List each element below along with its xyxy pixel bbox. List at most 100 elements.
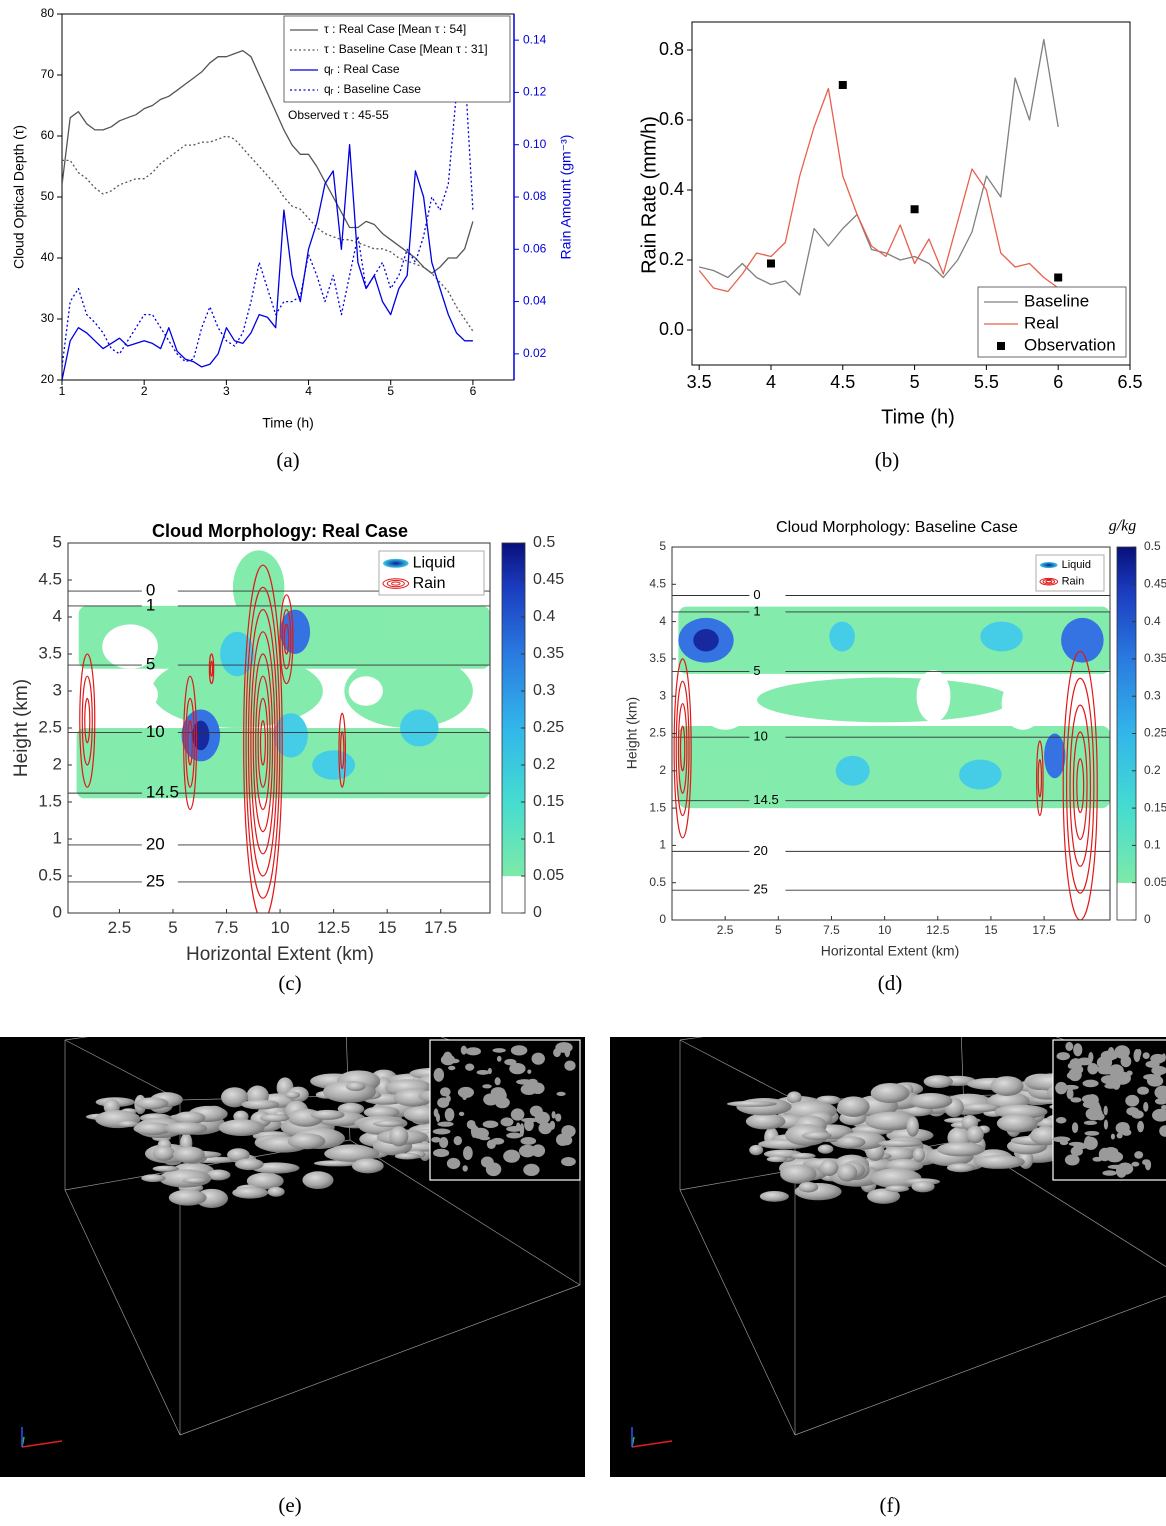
colorbar-tick-label: 0.4 [533,608,555,625]
inset-blob [1154,1085,1166,1100]
cloud-blob [837,1096,870,1117]
x-tick-label: 10 [878,923,892,937]
x-axis-label: Horizontal Extent (km) [821,943,959,959]
inset-blob [1098,1069,1114,1075]
rain-contours [79,564,347,913]
plot-frame [691,21,1131,366]
cloud-blob [817,1144,834,1154]
liquid-region [835,755,870,786]
y-tick-label: 0.8 [659,39,684,59]
inset-blob [1161,1053,1166,1062]
inset-blob [466,1119,476,1130]
cloud-blob [206,1169,231,1181]
inset-blob [1116,1132,1123,1139]
cloud-blob [966,1125,984,1144]
cloud-blob [960,1103,1002,1113]
y-tick-label: 0.5 [649,875,666,889]
x-tick-label: 5.5 [974,372,999,392]
cloud-blob [251,1162,300,1174]
liquid-region [1061,617,1104,663]
inset-blob [448,1065,456,1071]
legend-liquid [1040,562,1058,569]
inset-blob [1070,1097,1082,1103]
cloud-blob [372,1120,405,1127]
colorbar-tick-label: 0.1 [1144,838,1161,852]
liquid-region [699,677,751,730]
inset-blob [529,1105,543,1117]
cloud-blob [246,1172,284,1190]
cloud-blob [759,1191,789,1202]
legend-label: Rain [413,575,446,592]
bounding-box-edge [679,1037,704,1041]
x-tick-label: 2.5 [108,918,132,937]
liquid-region [678,726,1110,809]
rain-contour [252,653,274,833]
inset-blob [509,1063,526,1075]
inset-blob [555,1133,570,1146]
cloud-blob [911,1180,935,1193]
colorbar-tick-label: 0.25 [533,719,564,736]
legend-label: τ : Baseline Case [Mean τ : 31] [324,42,488,56]
cloud-blob [885,1185,910,1192]
y-tick-label: 3.5 [649,651,666,665]
y-tick-label: 3.5 [38,643,62,662]
inset-blob [1100,1075,1117,1085]
inset-blob [1143,1101,1149,1112]
axis-annotation: 9950.00 [1025,843,1050,850]
rain-contour [1072,731,1088,841]
inset-blob [1137,1048,1142,1057]
cloud-blob [909,1093,953,1109]
liquid-region [678,606,1110,674]
caption: (f) [880,1493,901,1517]
inset-blob [1142,1159,1151,1166]
rain-contour [187,719,193,766]
legend-label: Observation [1024,335,1116,354]
inset-blob [506,1132,522,1139]
y-tick-label: 3 [53,680,62,699]
x-tick-label: 12.5 [317,918,350,937]
y-tick-label: 5 [53,532,62,551]
rain-contour [209,660,214,677]
cloud-blob [241,1099,280,1110]
rain-contour [250,631,276,855]
colorbar-tick-label: 0.45 [533,571,564,588]
axis-annotation: 7932.11 [760,596,785,603]
axis-annotation: 19850.00 [548,780,577,787]
legend-label: Liquid [413,555,456,572]
colorbar-tick-label: 0.05 [533,867,564,884]
liquid-region [757,677,1013,723]
rain-contour [1036,740,1044,817]
inset-blob [1159,1125,1166,1137]
inset-blob [1103,1119,1109,1130]
rain-contour [255,675,271,811]
cloud-blob [221,1087,249,1108]
inset-blob [1154,1098,1166,1105]
x-tick-label: 12.5 [926,923,950,937]
cloud-blob [232,1186,269,1199]
inset-blob [1098,1147,1111,1162]
bounding-box-edge [179,1284,581,1436]
y-tick-label: 80 [41,6,55,20]
legend-rain [391,581,401,586]
rain-contour [1037,759,1043,798]
legend-label: qᵣ : Real Case [324,62,400,76]
cloud-blob [310,1109,345,1120]
inset-blob [564,1044,571,1058]
x-tick-label: 4 [305,384,312,398]
y-tick-label: 40 [41,250,55,264]
inset-blob [1117,1122,1130,1132]
cloud-blob [990,1076,1024,1096]
cloud-blob [912,1147,925,1163]
cloud-blob [745,1113,786,1130]
bounding-box-edge [679,1189,796,1436]
y-tick-label: 1 [659,838,666,852]
inset-blob [1078,1066,1084,1073]
inset-blob [1082,1100,1100,1109]
inset-blob [1125,1094,1140,1107]
cloud-blob [865,1111,918,1131]
rain-contour [673,658,692,839]
inset-blob [1056,1052,1071,1061]
x-tick-label: 6.5 [1117,372,1142,392]
inset-blob [494,1096,510,1109]
inset-blob [1084,1136,1093,1147]
